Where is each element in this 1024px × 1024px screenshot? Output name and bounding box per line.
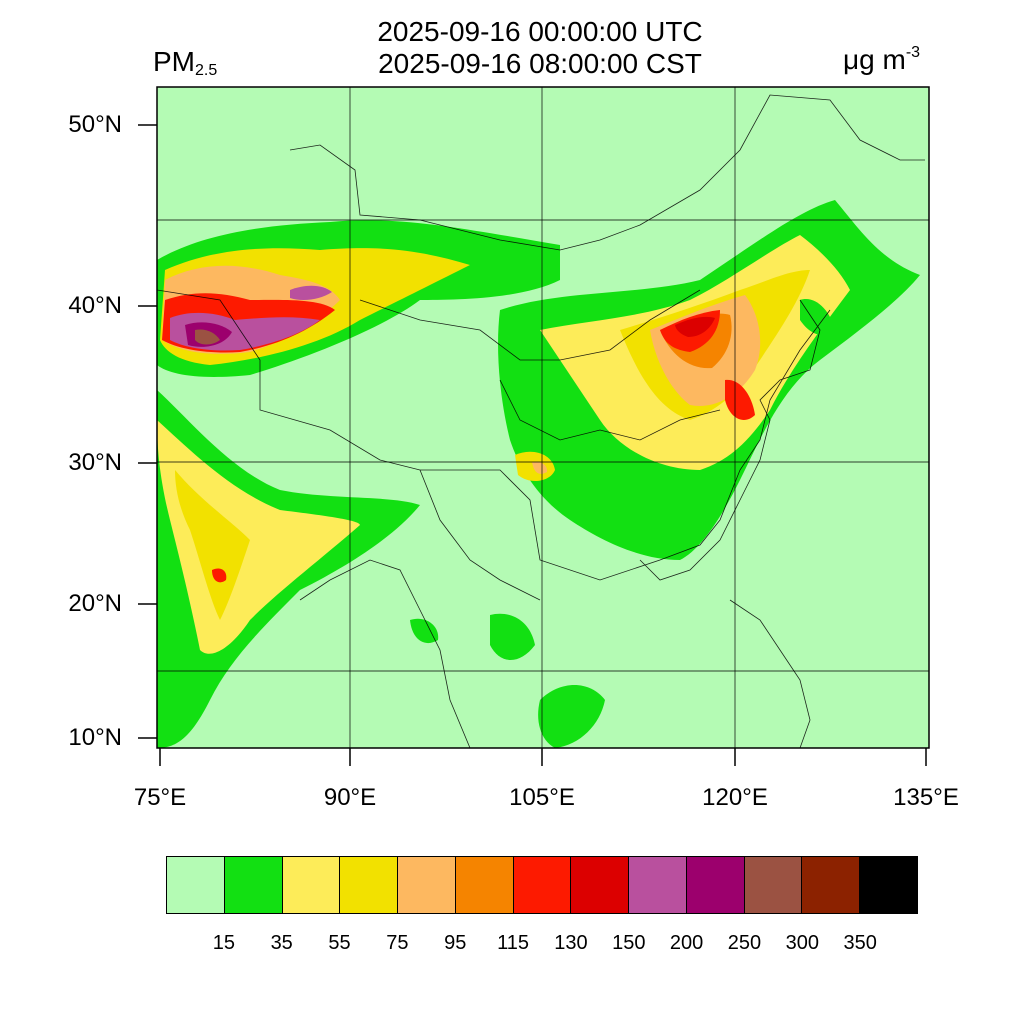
pm-region-purple-2 bbox=[290, 285, 332, 300]
province-boundary bbox=[419, 469, 541, 601]
graticule bbox=[157, 87, 929, 748]
pm-region-green bbox=[538, 685, 605, 748]
colorbar-swatch-4 bbox=[398, 857, 456, 913]
colorbar-swatch-5 bbox=[455, 857, 514, 913]
colorbar-label-350: 350 bbox=[843, 932, 877, 954]
colorbar-label-200: 200 bbox=[669, 932, 704, 954]
pm-region-red bbox=[212, 568, 227, 583]
lon-label-105e: 105°E bbox=[509, 784, 575, 811]
colorbar-label-115: 115 bbox=[497, 932, 529, 954]
lat-label-50n: 50°N bbox=[68, 111, 122, 138]
colorbar-label-130: 130 bbox=[554, 932, 588, 954]
national-boundary bbox=[289, 94, 925, 251]
axis-ticks bbox=[138, 124, 927, 766]
unit-superscript: -3 bbox=[905, 44, 921, 61]
lon-label-75e: 75°E bbox=[133, 784, 187, 811]
colorbar-swatch-1 bbox=[224, 857, 283, 913]
lat-label-10n: 10°N bbox=[68, 724, 122, 751]
unit-label: μg m-3 bbox=[843, 44, 920, 76]
concentration-field bbox=[157, 200, 920, 748]
map-boundaries bbox=[157, 94, 925, 748]
pm-region-brown bbox=[195, 329, 220, 345]
colorbar-label-150: 150 bbox=[612, 932, 646, 954]
pm-region-green-2 bbox=[490, 613, 535, 660]
lon-label-90e: 90°E bbox=[323, 784, 377, 811]
pm-region-orange bbox=[532, 461, 548, 474]
pm-region-green-4 bbox=[800, 299, 835, 336]
pm-region-dark-red bbox=[675, 316, 715, 337]
colorbar bbox=[166, 856, 918, 914]
coastline bbox=[729, 599, 811, 748]
colorbar-label-75: 75 bbox=[386, 932, 409, 954]
colorbar-label-250: 250 bbox=[727, 932, 762, 954]
colorbar-label-300: 300 bbox=[785, 932, 819, 954]
colorbar-swatch-0 bbox=[167, 857, 225, 913]
lat-label-20n: 20°N bbox=[68, 590, 122, 617]
colorbar-swatch-11 bbox=[802, 857, 861, 913]
coastline bbox=[299, 559, 471, 748]
province-boundary bbox=[499, 379, 721, 441]
pm-region-yellow bbox=[157, 420, 360, 654]
lat-label-30n: 30°N bbox=[68, 449, 122, 476]
colorbar-swatch-7 bbox=[571, 857, 630, 913]
colorbar-swatch-6 bbox=[513, 857, 572, 913]
lat-label-40n: 40°N bbox=[68, 292, 122, 319]
variable-label: PM2.5 bbox=[153, 46, 217, 80]
pm-region-red-2 bbox=[725, 379, 755, 420]
national-boundary bbox=[157, 289, 831, 581]
colorbar-swatch-10 bbox=[744, 857, 803, 913]
province-boundary bbox=[359, 289, 701, 361]
colorbar-label-15: 15 bbox=[212, 932, 235, 954]
colorbar-label-95: 95 bbox=[444, 932, 467, 954]
map-frame bbox=[156, 86, 930, 749]
colorbar-swatch-9 bbox=[686, 857, 745, 913]
lon-label-120e: 120°E bbox=[702, 784, 768, 811]
colorbar-swatch-2 bbox=[282, 857, 341, 913]
pm-region-yellow-2 bbox=[175, 470, 250, 620]
variable-subscript: 2.5 bbox=[195, 62, 218, 79]
unit-main: μg m bbox=[843, 44, 906, 75]
title-cst: 2025-09-16 08:00:00 CST bbox=[378, 48, 702, 79]
colorbar-label-35: 35 bbox=[270, 932, 293, 954]
lon-label-135e: 135°E bbox=[893, 784, 959, 811]
colorbar-swatch-8 bbox=[629, 857, 687, 913]
variable-main: PM bbox=[153, 46, 195, 77]
pm-region-green-3 bbox=[410, 618, 439, 644]
colorbar-swatch-3 bbox=[340, 857, 399, 913]
colorbar-label-55: 55 bbox=[328, 932, 351, 954]
title-utc: 2025-09-16 00:00:00 UTC bbox=[377, 16, 703, 47]
coastline bbox=[639, 299, 821, 581]
colorbar-swatch-12 bbox=[860, 857, 917, 913]
